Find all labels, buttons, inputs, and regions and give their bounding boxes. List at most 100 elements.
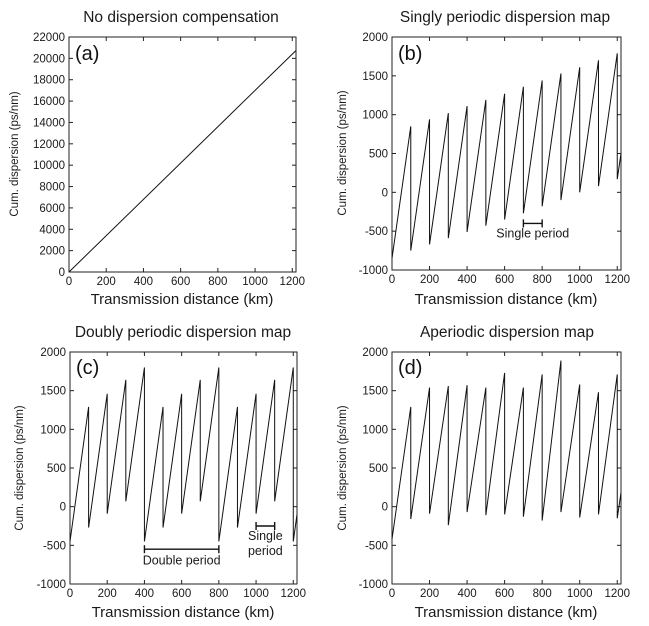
panel-d-series-line-0 (391, 360, 622, 540)
panel-c-annotation-label2-1: period (248, 544, 283, 558)
panel-d-y-tick-label-2: 0 (382, 502, 388, 514)
panel-b-x-tick-label-4: 800 (533, 274, 552, 286)
panel-d-series (391, 360, 622, 540)
panel-c-label: (c) (76, 357, 99, 379)
panel-c-x-tick-label-6: 1200 (280, 588, 306, 600)
panel-c-annotation-label-0: Double period (143, 554, 221, 568)
panel-b-y-tick-label-5: 1500 (362, 71, 388, 83)
panel-a-y-tick-label-6: 12000 (33, 139, 65, 151)
panel-a-y-tick-label-11: 22000 (33, 32, 65, 44)
panel-d-y-tick-label-4: 1000 (362, 424, 388, 436)
panel-d-y-axis-label: Cum. dispersion (ps/nm) (337, 405, 349, 530)
panel-c-series (69, 367, 298, 542)
panel-a-label: (a) (75, 43, 99, 65)
panel-a-series-line-0 (68, 50, 297, 273)
panel-a-y-tick-label-0: 0 (59, 267, 65, 279)
panel-b-x-axis-label: Transmission distance (km) (415, 291, 598, 308)
panel-a-y-tick-label-2: 4000 (39, 224, 65, 236)
panel-a-y-tick-label-5: 10000 (33, 160, 65, 172)
panel-a-title: No dispersion compensation (83, 9, 279, 26)
panel-c-y-tick-label-3: 500 (47, 463, 66, 475)
panel-c-x-tick-label-2: 400 (135, 588, 154, 600)
panel-d-y-tick-label-0: -1000 (359, 579, 388, 591)
panel-b-y-tick-label-6: 2000 (362, 32, 388, 44)
panel-c: Doubly periodic dispersion map (c) Cum. … (14, 324, 306, 621)
panel-a-x-tick-label-6: 1200 (279, 276, 305, 288)
panel-a-y-tick-label-10: 20000 (33, 53, 65, 65)
panel-c-x-axis-label: Transmission distance (km) (92, 604, 275, 621)
panel-d-x-tick-label-6: 1200 (604, 588, 630, 600)
panel-c-series-line-0 (69, 367, 298, 542)
panel-b-annotation-label-0: Single period (496, 226, 569, 240)
panel-b: Singly periodic dispersion map (b) Cum. … (337, 9, 630, 308)
panel-b-x-tick-label-3: 600 (495, 274, 514, 286)
panel-a-y-tick-label-1: 2000 (39, 246, 65, 258)
panel-a-y-tick-label-8: 16000 (33, 96, 65, 108)
panel-b-series-line-0 (391, 53, 622, 259)
panel-a-y-tick-label-9: 18000 (33, 75, 65, 87)
panel-d-y-tick-label-1: -500 (365, 540, 388, 552)
panel-d-y-tick-label-6: 2000 (362, 347, 388, 359)
panel-c-ticks: 0 200 400 600 800 1000 1200 -1000 -500 0 500 1000 15… (37, 347, 306, 600)
panel-b-x-tick-label-6: 1200 (604, 274, 630, 286)
panel-d-x-axis-label: Transmission distance (km) (415, 604, 598, 621)
panel-a-x-tick-label-3: 600 (171, 276, 190, 288)
panel-a-x-tick-label-4: 800 (208, 276, 227, 288)
panel-c-y-tick-label-4: 1000 (40, 424, 66, 436)
panel-a-x-tick-label-2: 400 (134, 276, 153, 288)
panel-a-ticks: 0 200 400 600 800 1000 12000200040006000800010… (33, 32, 305, 288)
panel-d-x-tick-label-4: 800 (533, 588, 552, 600)
panel-d-y-tick-label-3: 500 (369, 463, 388, 475)
panel-a-y-tick-label-4: 8000 (39, 182, 65, 194)
panel-c-x-tick-label-1: 200 (98, 588, 117, 600)
panel-a-plot-area (68, 36, 297, 273)
panel-c-y-tick-label-6: 2000 (40, 347, 66, 359)
panel-b-x-tick-label-2: 400 (457, 274, 476, 286)
panel-a-x-tick-label-0: 0 (66, 276, 72, 288)
panel-a-x-tick-label-1: 200 (97, 276, 116, 288)
panel-b-y-tick-label-3: 500 (369, 149, 388, 161)
panel-b-y-axis-label: Cum. dispersion (ps/nm) (337, 90, 349, 215)
panel-d-x-tick-label-5: 1000 (567, 588, 593, 600)
panel-b-y-tick-label-2: 0 (382, 187, 388, 199)
panel-d-x-tick-label-3: 600 (495, 588, 514, 600)
panel-a-x-axis-label: Transmission distance (km) (91, 291, 274, 308)
panel-b-x-tick-label-0: 0 (389, 274, 395, 286)
panel-a-series (68, 50, 297, 273)
panel-d-y-tick-label-5: 1500 (362, 386, 388, 398)
panel-c-annotation-0: Double period (143, 545, 221, 568)
panel-c-title: Doubly periodic dispersion map (75, 324, 291, 341)
panel-c-annotation-label-1: Single (248, 529, 283, 543)
panel-c-y-tick-label-5: 1500 (40, 386, 66, 398)
panel-a: No dispersion compensation (a) Cum. disp… (9, 9, 305, 308)
panel-d-x-tick-label-2: 400 (457, 588, 476, 600)
panel-b-label: (b) (398, 43, 422, 65)
panel-d-ticks: 0 200 400 600 800 1000 1200 -1000 -500 0 500 1000 15… (359, 347, 630, 600)
panel-b-title: Singly periodic dispersion map (400, 9, 610, 26)
panel-c-x-tick-label-0: 0 (67, 588, 73, 600)
panel-c-x-tick-label-5: 1000 (243, 588, 269, 600)
panel-b-x-tick-label-5: 1000 (567, 274, 593, 286)
panel-a-x-tick-label-5: 1000 (242, 276, 268, 288)
panel-b-y-tick-label-4: 1000 (362, 110, 388, 122)
panel-c-y-tick-label-1: -500 (43, 540, 66, 552)
panel-c-y-axis-label: Cum. dispersion (ps/nm) (14, 405, 26, 530)
panel-d-x-tick-label-1: 200 (420, 588, 439, 600)
panel-d: Aperiodic dispersion map (d) Cum. disper… (337, 324, 630, 621)
panel-c-x-tick-label-3: 600 (172, 588, 191, 600)
panel-b-annotation-0: Single period (496, 219, 569, 240)
panel-d-x-tick-label-0: 0 (389, 588, 395, 600)
panel-b-x-tick-label-1: 200 (420, 274, 439, 286)
panel-c-y-tick-label-2: 0 (60, 502, 66, 514)
panel-b-annotations: Single period (496, 219, 569, 240)
panel-a-y-tick-label-3: 6000 (39, 203, 65, 215)
panel-c-y-tick-label-0: -1000 (37, 579, 66, 591)
panel-b-ticks: 0 200 400 600 800 1000 1200 -1000 -500 0 500 1000 15… (359, 32, 630, 286)
panel-d-title: Aperiodic dispersion map (420, 324, 594, 341)
panel-b-y-tick-label-0: -1000 (359, 265, 388, 277)
panel-b-series (391, 53, 622, 259)
panel-c-x-tick-label-4: 800 (209, 588, 228, 600)
